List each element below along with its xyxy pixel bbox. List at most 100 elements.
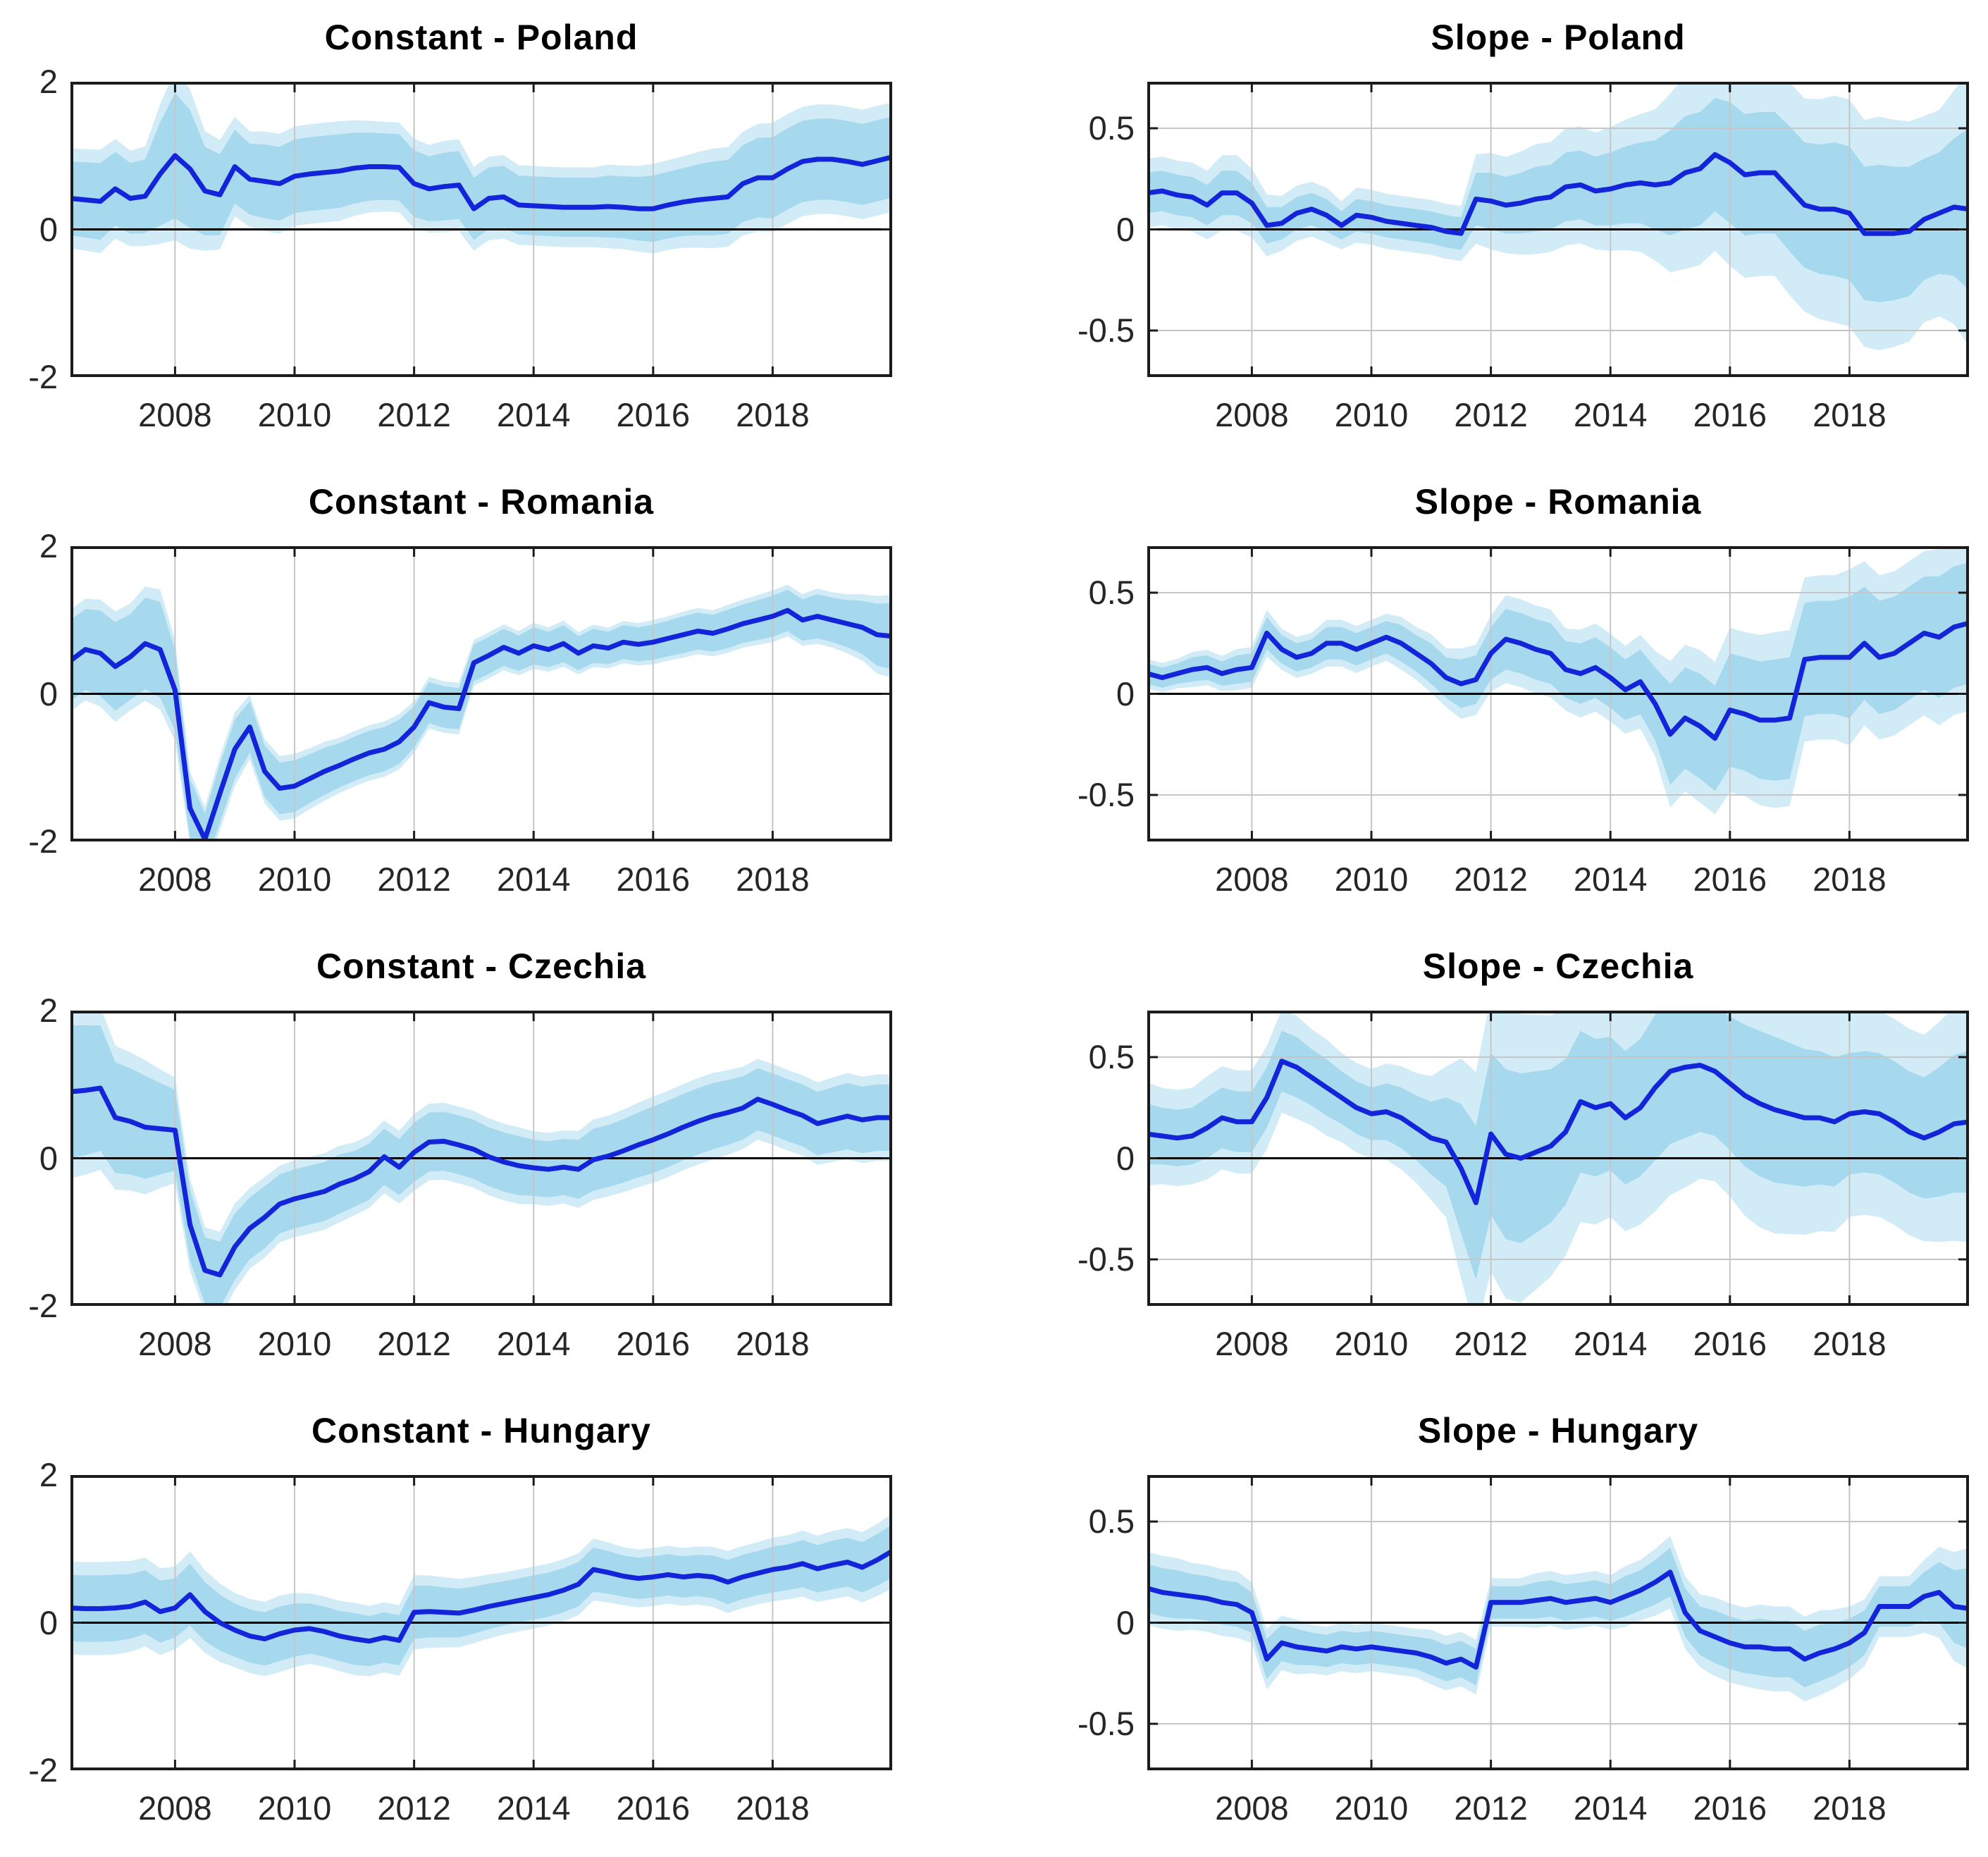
panel-slope-romania: Slope - Romania 2008 2010 2012 2014 2016 2018… [1078,482,1969,898]
x-tick-label: 2012 [377,1325,451,1362]
plot-area [70,1011,892,1306]
y-tick-label: 0 [39,1603,58,1641]
y-tick-label: 0 [1116,1603,1135,1641]
plot-border [1147,546,1969,841]
x-tick-label: 2016 [1693,396,1767,433]
y-tick-label: 0 [1116,210,1135,248]
x-tick-label: 2014 [1573,1789,1648,1827]
panel-slope-czechia: Slope - Czechia 2008 2010 2012 2014 2016 2018… [1078,946,1969,1362]
x-tick-label: 2008 [1215,396,1289,433]
x-tick-label: 2018 [736,1325,810,1362]
x-tick-label: 2010 [1334,1789,1409,1827]
confidence-band-inner [70,589,892,841]
plot-area [1147,546,1969,841]
y-tick-label: 0 [39,674,58,712]
y-tick-label: 2 [39,527,58,564]
x-tick-label: 2010 [257,860,332,898]
panel-title: Constant - Poland [324,18,638,57]
estimate-line [70,1085,892,1278]
confidence-band-inner [70,92,892,242]
confidence-band-inner [1147,1548,1969,1688]
estimate-line [1147,152,1969,236]
estimate-line [1147,620,1969,741]
confidence-band-inner [70,1025,892,1306]
y-tick-label: 0.5 [1088,574,1135,611]
plot-border [1147,1011,1969,1306]
confidence-band-inner [70,1524,892,1667]
x-tick-label: 2014 [496,860,571,898]
x-tick-label: 2008 [138,1325,212,1362]
y-tick-label: 0 [1116,674,1135,712]
x-tick-label: 2008 [138,1789,212,1827]
x-tick-label: 2018 [1813,860,1887,898]
panel-constant-czechia: Constant - Czechia 2008 2010 2012 2014 2016 2… [28,946,892,1362]
panel-constant-poland: Constant - Poland 2008 2010 2012 2014 2016 20… [28,18,892,433]
plot-border [70,546,892,841]
estimate-line [70,607,892,841]
x-tick-label: 2012 [377,860,451,898]
estimate-line [70,153,892,211]
x-tick-label: 2010 [1334,860,1409,898]
confidence-band-inner [1147,562,1969,791]
x-tick-label: 2012 [377,396,451,433]
x-tick-label: 2018 [1813,396,1887,433]
x-tick-label: 2010 [1334,396,1409,433]
panel-title: Slope - Poland [1431,18,1686,57]
x-tick-label: 2008 [138,396,212,433]
x-tick-label: 2014 [1573,1325,1648,1362]
plot-border [70,82,892,377]
panel-title: Constant - Czechia [316,946,647,986]
estimate-line [1147,1059,1969,1206]
x-tick-label: 2018 [736,396,810,433]
plot-border [70,1475,892,1770]
plot-border [1147,1475,1969,1770]
x-tick-label: 2014 [496,1789,571,1827]
plot-area [1147,82,1969,377]
x-tick-label: 2016 [616,1789,691,1827]
plot-area [70,82,892,377]
panel-title: Constant - Romania [308,482,655,522]
confidence-band-inner [1147,98,1969,302]
x-tick-label: 2014 [496,1325,571,1362]
plot-border [70,1011,892,1306]
y-tick-label: 2 [39,63,58,100]
x-tick-label: 2010 [257,1325,332,1362]
x-tick-label: 2008 [1215,1789,1289,1827]
x-tick-label: 2016 [1693,1789,1767,1827]
x-tick-label: 2008 [1215,860,1289,898]
x-tick-label: 2012 [1454,396,1528,433]
y-tick-label: 0.5 [1088,1503,1135,1540]
plot-area [1147,1011,1969,1306]
y-tick-label: 0 [1116,1139,1135,1177]
y-tick-label: 0 [39,210,58,248]
x-tick-label: 2008 [1215,1325,1289,1362]
x-tick-label: 2014 [496,396,571,433]
x-tick-label: 2016 [1693,860,1767,898]
x-tick-label: 2018 [1813,1325,1887,1362]
y-tick-label: -2 [28,1751,58,1789]
plot-border [1147,82,1969,377]
plot-area [70,546,892,841]
panel-title: Slope - Romania [1414,482,1702,522]
y-tick-label: -0.5 [1078,1704,1135,1742]
y-tick-label: 0.5 [1088,109,1135,147]
plot-area [70,1475,892,1770]
x-tick-label: 2010 [257,1789,332,1827]
x-tick-label: 2016 [1693,1325,1767,1362]
x-tick-label: 2018 [1813,1789,1887,1827]
y-tick-label: -2 [28,822,58,860]
x-tick-label: 2012 [1454,1325,1528,1362]
y-tick-label: 2 [39,992,58,1029]
x-tick-label: 2016 [616,396,691,433]
x-tick-label: 2012 [1454,860,1528,898]
x-tick-label: 2018 [736,1789,810,1827]
estimate-line [70,1548,892,1644]
panel-slope-hungary: Slope - Hungary 2008 2010 2012 2014 2016 2018… [1078,1411,1969,1827]
panel-constant-hungary: Constant - Hungary 2008 2010 2012 2014 2016 2… [28,1411,892,1827]
y-tick-label: -0.5 [1078,775,1135,813]
panel-title: Constant - Hungary [311,1411,651,1450]
panel-title: Slope - Hungary [1417,1411,1699,1450]
y-tick-label: -2 [28,1287,58,1324]
y-tick-label: 2 [39,1456,58,1493]
